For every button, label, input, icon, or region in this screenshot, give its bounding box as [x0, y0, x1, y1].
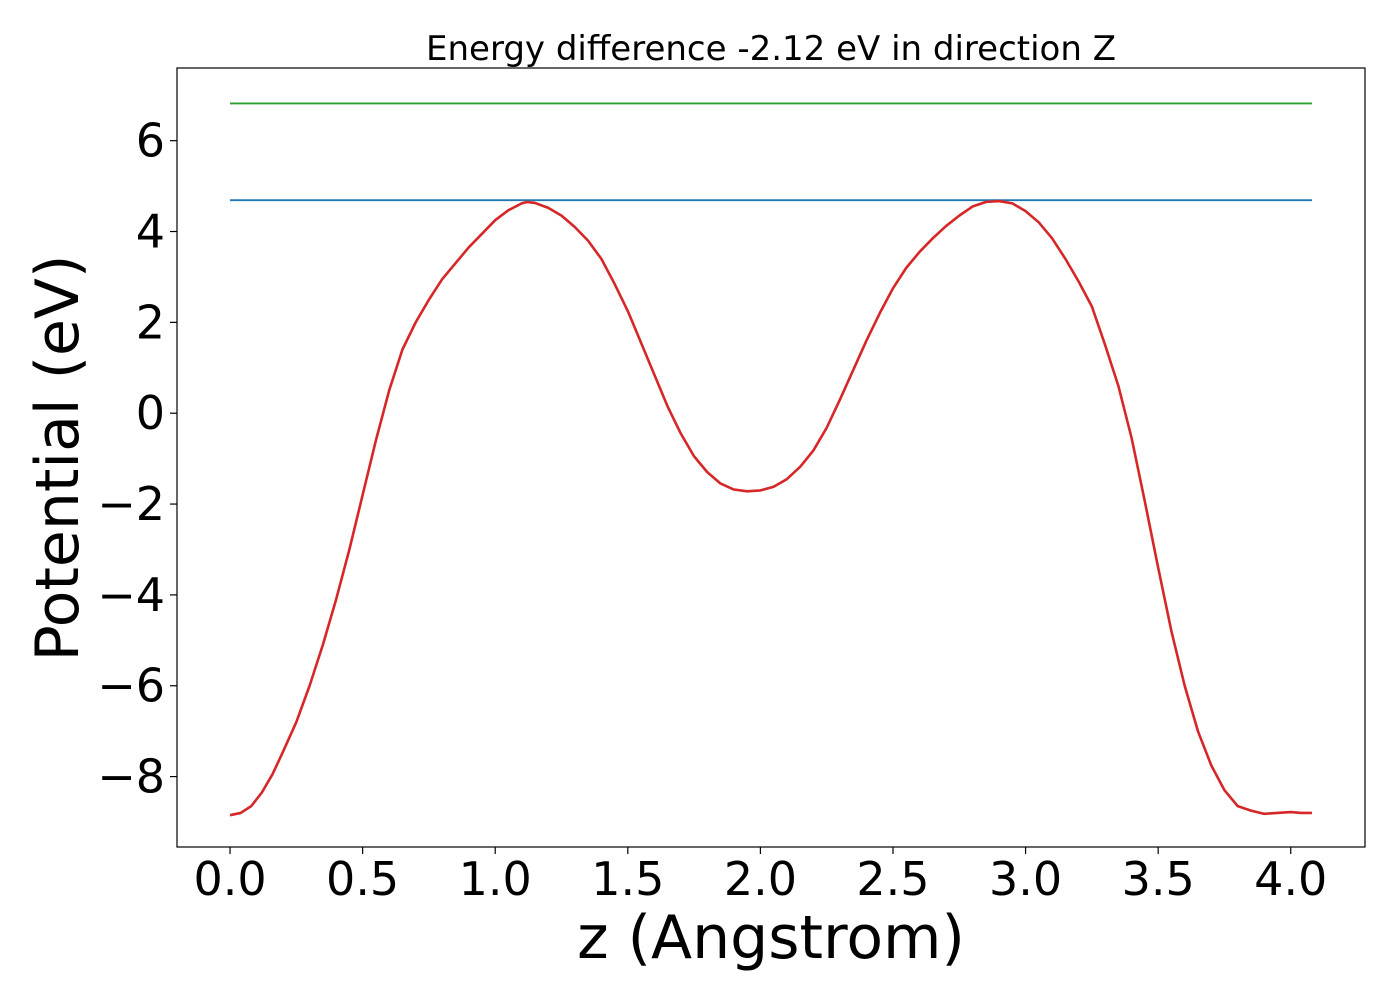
axes-frame	[176, 67, 1366, 848]
y-tick-label: 4	[136, 205, 165, 259]
x-tick-label: 2.0	[724, 852, 797, 906]
x-tick-label: 0.5	[326, 852, 399, 906]
y-axis-ticks: −8 −6 −4 −2 0 2 4 6	[97, 114, 177, 804]
y-tick-label: −2	[97, 477, 165, 531]
x-axis-label: z (Angstrom)	[577, 903, 965, 973]
chart-title: Energy difference -2.12 eV in direction …	[426, 29, 1116, 69]
x-tick-label: 0.0	[193, 852, 266, 906]
potential-curve-2	[229, 199, 1312, 817]
y-tick-label: 6	[136, 114, 165, 168]
series-layer	[229, 102, 1312, 817]
x-tick-label: 1.0	[459, 852, 532, 906]
y-tick-label: −6	[97, 659, 165, 713]
y-tick-label: −8	[97, 750, 165, 804]
x-tick-label: 1.5	[591, 852, 664, 906]
plot-area	[176, 67, 1366, 848]
x-tick-label: 2.5	[856, 852, 929, 906]
y-tick-label: 0	[136, 386, 165, 440]
x-tick-label: 3.0	[989, 852, 1062, 906]
x-tick-label: 3.5	[1122, 852, 1195, 906]
x-tick-label: 4.0	[1254, 852, 1327, 906]
y-tick-label: 2	[136, 295, 165, 349]
y-axis-label: Potential (eV)	[23, 255, 93, 662]
x-axis-ticks: 0.0 0.5 1.0 1.5 2.0 2.5 3.0 3.5 4.0	[193, 847, 1327, 906]
y-tick-label: −4	[97, 568, 165, 622]
